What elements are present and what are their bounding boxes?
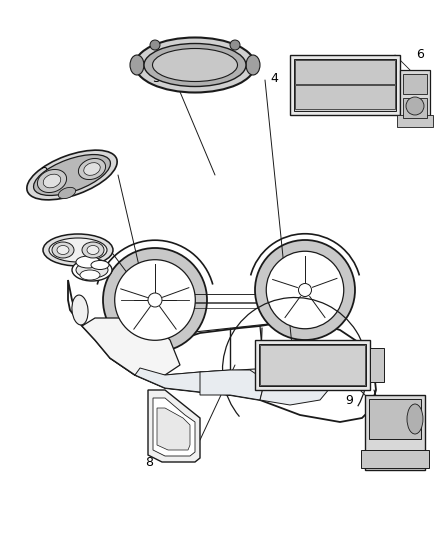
Ellipse shape [84,163,100,175]
Ellipse shape [130,55,144,75]
Ellipse shape [43,174,61,188]
Ellipse shape [52,242,74,258]
Text: 6: 6 [416,49,424,61]
Bar [294,59,396,111]
Bar [259,344,366,386]
Polygon shape [135,368,230,395]
Ellipse shape [406,97,424,115]
Ellipse shape [255,240,355,340]
Ellipse shape [91,261,109,270]
Bar [369,399,421,439]
Bar [295,85,395,109]
Ellipse shape [299,284,311,296]
Polygon shape [153,398,195,456]
Bar [260,345,365,385]
Bar [365,395,425,470]
Text: 4: 4 [270,71,278,85]
Polygon shape [260,378,330,405]
Polygon shape [130,358,358,395]
Text: 9: 9 [345,393,353,407]
Ellipse shape [407,404,423,434]
Bar [397,115,433,127]
Ellipse shape [80,270,100,280]
Ellipse shape [57,246,69,254]
Ellipse shape [266,251,344,329]
Ellipse shape [230,40,240,50]
Ellipse shape [115,260,195,340]
Text: 2: 2 [40,166,48,180]
Ellipse shape [148,293,162,307]
Ellipse shape [246,55,260,75]
Ellipse shape [37,169,67,192]
Bar [295,60,395,84]
Ellipse shape [144,44,246,86]
Text: 3: 3 [152,71,160,85]
Polygon shape [82,318,180,375]
Ellipse shape [58,188,76,199]
Ellipse shape [43,234,113,266]
Bar [400,70,430,125]
Bar [255,340,370,390]
Bar [403,74,427,94]
Polygon shape [157,408,190,450]
Bar [290,55,400,115]
Bar [370,348,384,382]
Ellipse shape [135,37,255,93]
Ellipse shape [87,246,99,254]
Polygon shape [200,370,265,400]
Polygon shape [68,280,376,422]
Ellipse shape [49,238,107,262]
Bar [403,98,427,118]
Ellipse shape [72,259,112,281]
Ellipse shape [76,256,100,268]
Ellipse shape [152,49,237,82]
Ellipse shape [103,248,207,352]
Ellipse shape [82,242,104,258]
Ellipse shape [72,295,88,325]
Ellipse shape [27,150,117,200]
Ellipse shape [76,262,108,278]
Ellipse shape [150,40,160,50]
Text: 8: 8 [145,456,153,469]
Text: 1: 1 [58,246,66,259]
Ellipse shape [34,155,110,196]
Ellipse shape [78,158,106,180]
Bar [361,450,429,468]
Ellipse shape [303,345,317,355]
Polygon shape [148,390,200,462]
